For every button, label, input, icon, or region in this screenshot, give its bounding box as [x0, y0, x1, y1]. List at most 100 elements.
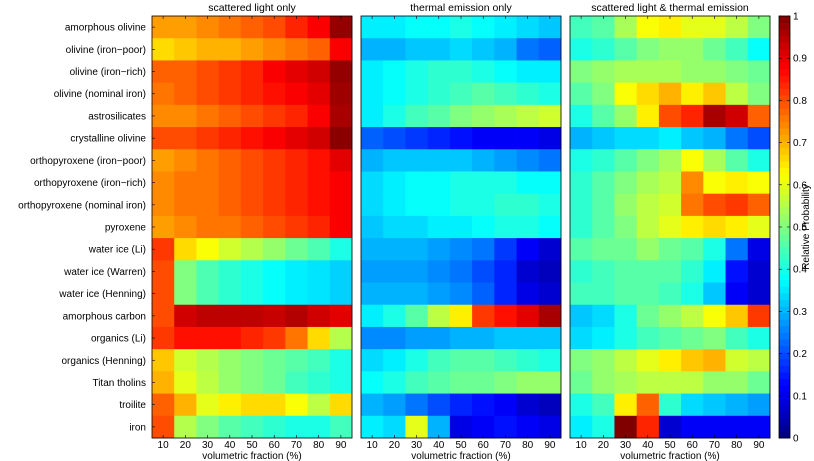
heatmap-cell: [196, 193, 220, 217]
heatmap-cell: [329, 38, 353, 61]
heatmap-cell: [405, 193, 429, 217]
heatmap-cell: [361, 16, 384, 39]
heatmap-cell: [636, 282, 660, 306]
colorbar-segment: [779, 411, 790, 419]
heatmap-cell: [285, 104, 308, 128]
heatmap-cell: [196, 349, 220, 372]
heatmap-cell: [405, 215, 429, 239]
heatmap-cell: [681, 171, 704, 195]
heatmap-cell: [725, 371, 749, 394]
heatmap-cell: [240, 326, 264, 350]
heatmap-cell: [174, 371, 197, 394]
x-tick-label: 50: [664, 440, 676, 451]
colorbar-segment: [779, 286, 790, 294]
heatmap-cell: [747, 215, 771, 239]
heatmap-cell: [472, 326, 495, 350]
heatmap-cell: [636, 82, 660, 106]
heatmap-cell: [658, 16, 682, 39]
heatmap-cell: [427, 38, 451, 61]
heatmap-cell: [538, 171, 562, 195]
heatmap-cell: [725, 304, 749, 328]
heatmap-cell: [449, 238, 473, 261]
colorbar-segment: [779, 352, 790, 360]
heatmap-cell: [427, 82, 451, 106]
colorbar-tick-label: 0: [793, 434, 799, 445]
colorbar-segment: [779, 345, 790, 353]
heatmap-cell: [516, 171, 540, 195]
y-tick-label: crystalline olivine: [70, 134, 146, 145]
heatmap-cell: [329, 60, 353, 84]
heatmap-cell: [263, 127, 286, 150]
x-tick-label: 40: [433, 440, 445, 451]
heatmap-cell: [658, 282, 682, 306]
heatmap-cell: [725, 415, 749, 439]
heatmap-cell: [570, 38, 593, 61]
heatmap-cell: [472, 238, 495, 261]
heatmap-cell: [725, 238, 749, 261]
heatmap-cell: [449, 149, 473, 172]
heatmap-cell: [427, 193, 451, 217]
heatmap-cell: [516, 60, 540, 84]
heatmap-cell: [218, 260, 242, 283]
heatmap-cell: [383, 60, 406, 84]
heatmap-cell: [494, 104, 517, 128]
panel-3: scattered light & thermal emission 10 20 30…: [569, 2, 771, 461]
heatmap-cell: [516, 104, 540, 128]
heatmap-cell: [570, 260, 593, 283]
heatmap-cell: [285, 127, 308, 150]
heatmap-cell: [538, 215, 562, 239]
x-tick-label: 80: [731, 440, 743, 451]
heatmap-cell: [636, 349, 660, 372]
heatmap-cell: [196, 82, 220, 106]
heatmap-cell: [570, 415, 593, 439]
heatmap-cell: [285, 260, 308, 283]
heatmap-cell: [472, 193, 495, 217]
heatmap-cell: [152, 282, 175, 306]
heatmap-cell: [174, 38, 197, 61]
heatmap-cell: [703, 60, 726, 84]
heatmap-cell: [614, 82, 638, 106]
heatmap-cell: [285, 304, 308, 328]
x-tick-label: 90: [335, 440, 347, 451]
colorbar-segment: [779, 273, 790, 281]
heatmap-cell: [196, 127, 220, 150]
heatmap-cell: [494, 127, 517, 150]
colorbar-segment: [779, 48, 790, 56]
heatmap-cell: [725, 193, 749, 217]
heatmap-cell: [405, 393, 429, 417]
heatmap-cell: [405, 127, 429, 150]
heatmap-cell: [516, 304, 540, 328]
x-tick-label: 60: [478, 440, 490, 451]
heatmap-cell: [449, 304, 473, 328]
heatmap-cell: [218, 393, 242, 417]
colorbar: 0 0.1 0.2 0.3 0.4 0.5 0.6 0.7 0.8 0.9 1 Relative Pr…: [778, 12, 812, 445]
heatmap-cell: [538, 304, 562, 328]
heatmap-cell: [383, 282, 406, 306]
heatmap-cell: [383, 304, 406, 328]
heatmap-cell: [614, 104, 638, 128]
x-tick-label: 30: [411, 440, 423, 451]
heatmap-cell: [747, 60, 771, 84]
heatmap-cell: [472, 60, 495, 84]
heatmap-cell: [614, 371, 638, 394]
heatmap-cell: [383, 127, 406, 150]
colorbar-segment: [779, 180, 790, 188]
heatmap-cell: [383, 393, 406, 417]
colorbar-segment: [779, 200, 790, 208]
heatmap-cell: [218, 193, 242, 217]
heatmap-cell: [152, 149, 175, 172]
heatmap-cell: [658, 393, 682, 417]
heatmap-cell: [361, 149, 384, 172]
heatmap-cell: [658, 193, 682, 217]
heatmap-cell: [658, 260, 682, 283]
heatmap-cell: [361, 171, 384, 195]
heatmap-cell: [383, 215, 406, 239]
heatmap-cell: [614, 38, 638, 61]
heatmap-cell: [614, 326, 638, 350]
colorbar-segment: [779, 16, 790, 23]
heatmap-cell: [725, 104, 749, 128]
heatmap-cell: [570, 104, 593, 128]
colorbar-segment: [779, 101, 790, 109]
heatmap-cell: [703, 304, 726, 328]
heatmap-cell: [152, 104, 175, 128]
